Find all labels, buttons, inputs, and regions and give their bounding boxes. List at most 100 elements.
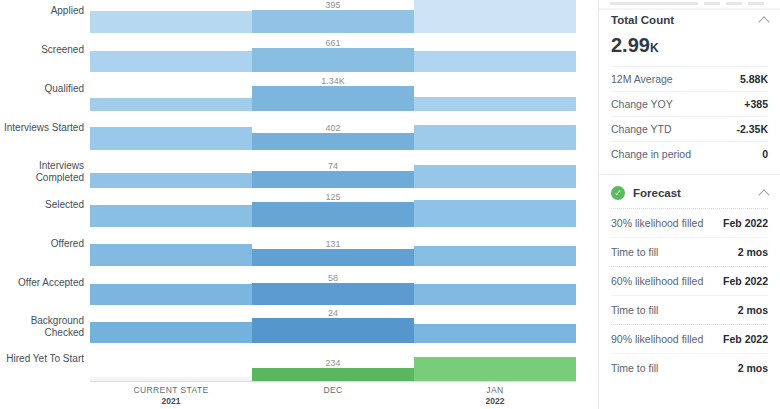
- insights-panel: Total Count 2.99K 12M Average5.88KChange…: [598, 0, 780, 409]
- stat-row-12m-average: 12M Average5.88K: [611, 66, 768, 91]
- bar-interviews-completed-current-state[interactable]: [90, 173, 252, 188]
- stat-value: 5.88K: [740, 73, 768, 85]
- forecast-value: Feb 2022: [723, 275, 768, 287]
- forecast-value: Feb 2022: [723, 217, 768, 229]
- bar-interviews-started-jan[interactable]: [414, 125, 576, 150]
- stat-label: Change YOY: [611, 98, 673, 110]
- x-axis-year: 2022: [414, 396, 576, 406]
- forecast-label: Time to fill: [611, 362, 658, 374]
- bar-qualified-dec[interactable]: [252, 86, 414, 111]
- forecast-title: Forecast: [633, 187, 681, 199]
- forecast-label: Time to fill: [611, 304, 658, 316]
- bar-screened-jan[interactable]: [414, 51, 576, 72]
- bar-offered-jan[interactable]: [414, 246, 576, 266]
- bar-selected-dec[interactable]: [252, 202, 414, 227]
- bar-offered-current-state[interactable]: [90, 244, 252, 266]
- x-axis-line1: JAN: [414, 385, 576, 395]
- stage-label-selected: Selected: [0, 199, 84, 211]
- stat-value: +385: [744, 98, 768, 110]
- bar-screened-current-state[interactable]: [90, 51, 252, 72]
- forecast-header[interactable]: ✓ Forecast: [611, 186, 768, 200]
- bar-interviews-started-current-state[interactable]: [90, 127, 252, 150]
- x-axis-year: 2021: [90, 396, 252, 406]
- x-axis-line1: DEC: [252, 385, 414, 395]
- check-circle-icon: ✓: [611, 186, 625, 200]
- bar-background-checked-jan[interactable]: [414, 324, 576, 343]
- bar-offered-dec[interactable]: [252, 249, 414, 266]
- bar-selected-current-state[interactable]: [90, 205, 252, 227]
- bar-background-checked-dec[interactable]: [252, 318, 414, 343]
- value-label-screened: 661: [252, 38, 414, 48]
- stat-label: Change YTD: [611, 123, 672, 135]
- bar-interviews-started-dec[interactable]: [252, 133, 414, 150]
- stage-label-hired-yet-to-start: Hired Yet To Start: [0, 353, 84, 365]
- bar-qualified-jan[interactable]: [414, 97, 576, 111]
- value-label-offered: 131: [252, 239, 414, 249]
- value-label-offer-accepted: 58: [252, 273, 414, 283]
- forecast-rows: 30% likelihood filled Feb 2022 Time to fil…: [611, 208, 768, 382]
- total-count-title: Total Count: [611, 14, 674, 26]
- chevron-up-icon[interactable]: [758, 189, 769, 200]
- bar-applied-dec[interactable]: [252, 10, 414, 33]
- stat-row-change-yoy: Change YOY +385: [611, 91, 768, 116]
- value-label-background-checked: 24: [252, 308, 414, 318]
- stage-label-offered: Offered: [0, 238, 84, 250]
- bar-qualified-current-state[interactable]: [90, 98, 252, 111]
- stage-label-background-checked: Background Checked: [0, 315, 84, 339]
- stage-label-interviews-completed: Interviews Completed: [0, 160, 84, 184]
- total-count-number: 2.99: [611, 34, 650, 56]
- total-count-header[interactable]: Total Count: [611, 14, 768, 26]
- bar-applied-current-state[interactable]: [90, 11, 252, 33]
- value-label-hired-yet-to-start: 234: [252, 358, 414, 368]
- stat-label: Change in period: [611, 148, 691, 160]
- forecast-value: Feb 2022: [723, 333, 768, 345]
- total-count-suffix: K: [650, 41, 659, 55]
- bar-screened-dec[interactable]: [252, 48, 414, 72]
- forecast-value: 2 mos: [738, 304, 768, 316]
- stat-value: 0: [762, 148, 768, 160]
- bar-hired-yet-to-start-dec[interactable]: [252, 368, 414, 381]
- forecast-row-time-to-fill: Time to fill 2 mos: [611, 237, 768, 266]
- stage-label-applied: Applied: [0, 5, 84, 17]
- total-count-section: Total Count 2.99K 12M Average5.88KChange…: [599, 0, 780, 166]
- bar-applied-jan[interactable]: [414, 0, 576, 33]
- bar-background-checked-current-state[interactable]: [90, 322, 252, 343]
- forecast-label: 60% likelihood filled: [611, 275, 703, 287]
- cutoff-dashed-border: [610, 2, 770, 5]
- bar-hired-yet-to-start-current-state: [90, 377, 252, 381]
- bar-offer-accepted-dec[interactable]: [252, 283, 414, 305]
- x-axis-line1: CURRENT STATE: [90, 385, 252, 395]
- forecast-section: ✓ Forecast 30% likelihood filled Feb 2022…: [599, 175, 780, 382]
- value-label-interviews-started: 402: [252, 123, 414, 133]
- value-label-selected: 125: [252, 192, 414, 202]
- bar-interviews-completed-jan[interactable]: [414, 165, 576, 188]
- bar-offer-accepted-jan[interactable]: [414, 284, 576, 305]
- bar-selected-jan[interactable]: [414, 200, 576, 227]
- funnel-stage-chart: Applied 395 Screened 661 Qualified 1.34K Inter…: [0, 0, 590, 409]
- forecast-row-60-likelihood-filled: 60% likelihood filled Feb 2022: [611, 266, 768, 295]
- x-axis-label-current-state: CURRENT STATE2021: [90, 385, 252, 406]
- value-label-applied: 395: [252, 0, 414, 10]
- x-axis-label-jan: JAN2022: [414, 385, 576, 406]
- stage-label-qualified: Qualified: [0, 83, 84, 95]
- x-axis-baseline: [90, 381, 576, 382]
- value-label-qualified: 1.34K: [252, 76, 414, 86]
- forecast-label: 90% likelihood filled: [611, 333, 703, 345]
- stat-row-change-in-period: Change in period 0: [611, 141, 768, 166]
- stage-label-screened: Screened: [0, 44, 84, 56]
- panel-top-divider: [599, 8, 780, 10]
- bar-offer-accepted-current-state[interactable]: [90, 284, 252, 305]
- stat-row-change-ytd: Change YTD -2.35K: [611, 116, 768, 141]
- stage-label-interviews-started: Interviews Started: [0, 122, 84, 134]
- x-axis-label-dec: DEC: [252, 385, 414, 395]
- forecast-label: Time to fill: [611, 246, 658, 258]
- bar-interviews-completed-dec[interactable]: [252, 171, 414, 188]
- chevron-up-icon[interactable]: [758, 16, 769, 27]
- forecast-value: 2 mos: [738, 362, 768, 374]
- bar-hired-yet-to-start-jan[interactable]: [414, 357, 576, 381]
- stage-label-offer-accepted: Offer Accepted: [0, 277, 84, 289]
- forecast-row-90-likelihood-filled: 90% likelihood filled Feb 2022: [611, 324, 768, 353]
- stat-value: -2.35K: [736, 123, 768, 135]
- forecast-value: 2 mos: [738, 246, 768, 258]
- forecast-label: 30% likelihood filled: [611, 217, 703, 229]
